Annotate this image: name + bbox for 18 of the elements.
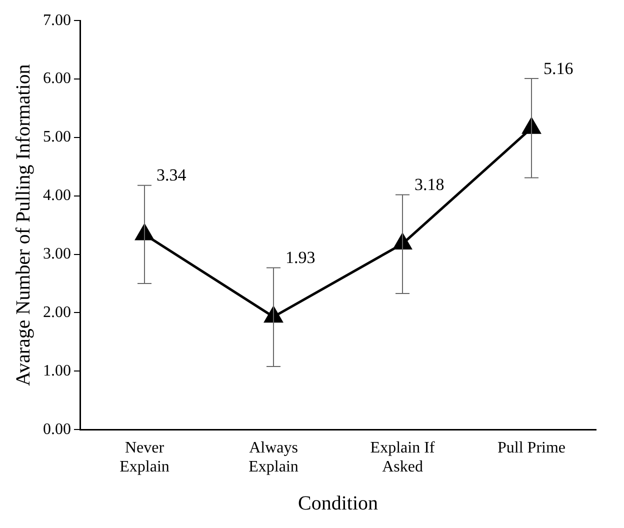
y-tick-label: 4.00 (43, 187, 71, 204)
x-tick-label: Pull Prime (497, 439, 566, 456)
y-tick-label: 3.00 (43, 246, 71, 263)
y-tick-label: 5.00 (43, 128, 71, 146)
data-label: 3.18 (414, 174, 444, 194)
data-label: 1.93 (286, 248, 316, 267)
y-tick-label: 2.00 (43, 304, 71, 321)
x-tick-label: Explain If Asked (370, 439, 436, 476)
y-tick-label: 6.00 (43, 70, 71, 88)
x-tick-label: Never Explain (120, 439, 170, 476)
y-tick-label: 0.00 (43, 420, 71, 438)
y-tick-label: 1.00 (43, 362, 71, 380)
data-label: 5.16 (544, 59, 574, 78)
y-axis-title: Avarage Number of Pulling Information (12, 64, 34, 386)
x-axis-title: Condition (298, 492, 378, 514)
x-tick-label: Always Explain (248, 439, 298, 476)
data-label: 3.34 (156, 165, 187, 184)
y-tick-label: 7.00 (43, 12, 71, 29)
